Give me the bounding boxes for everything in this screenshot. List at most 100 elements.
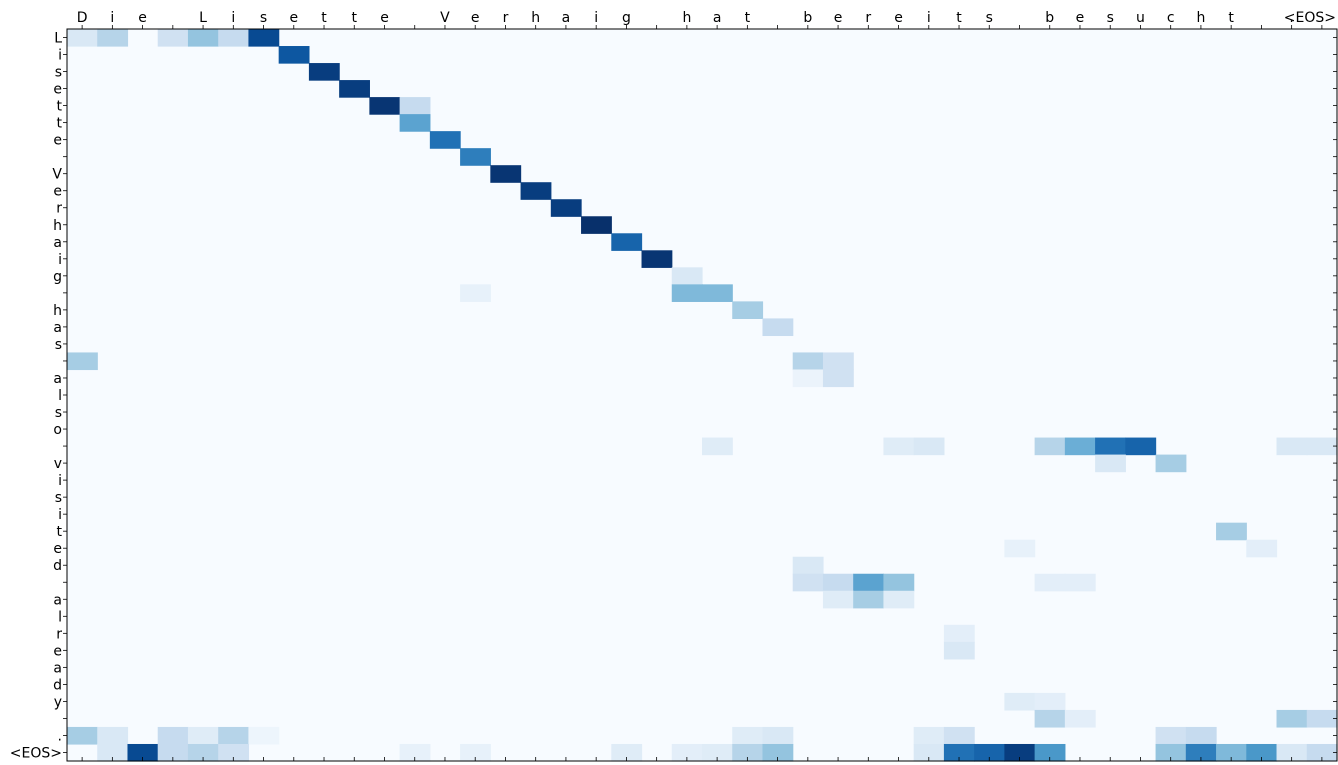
x-tick-label: t <box>1228 10 1234 26</box>
y-tick-label: a <box>53 371 62 387</box>
heatmap-cell <box>97 29 129 47</box>
y-tick-label: h <box>53 218 62 234</box>
heatmap-cell <box>187 29 219 47</box>
x-tick-label: e <box>471 10 480 26</box>
x-tick-label: i <box>927 10 931 26</box>
heatmap-cell <box>187 726 219 745</box>
heatmap-cell <box>792 352 824 371</box>
heatmap-cell <box>611 743 643 762</box>
y-tick-label: s <box>55 337 62 353</box>
y-tick-label: a <box>53 592 62 608</box>
x-tick-label: <EOS> <box>1284 10 1336 26</box>
heatmap-cell <box>67 352 98 371</box>
y-tick-label: i <box>58 252 62 268</box>
y-tick-label: V <box>52 167 62 183</box>
heatmap-cell <box>883 573 915 592</box>
x-tick-label: g <box>622 10 631 26</box>
y-tick-label: s <box>55 65 62 81</box>
heatmap-cell <box>702 437 733 456</box>
heatmap-cell <box>822 369 854 388</box>
heatmap-cell <box>732 743 764 762</box>
x-tick-label: D <box>77 10 88 26</box>
y-tick-label: y <box>54 694 62 710</box>
heatmap-cell <box>1246 539 1278 558</box>
x-tick-label: t <box>321 10 327 26</box>
x-tick-label: c <box>1167 10 1175 26</box>
heatmap-cell <box>1004 539 1036 558</box>
x-tick-label: e <box>1076 10 1085 26</box>
heatmap-cell <box>1034 743 1066 762</box>
y-tick-label: e <box>53 541 62 557</box>
x-tick-label: t <box>956 10 962 26</box>
heatmap-cell <box>1095 454 1126 473</box>
heatmap-cell <box>399 97 431 115</box>
x-tick-label: e <box>894 10 903 26</box>
heatmap-cell <box>1216 743 1247 762</box>
heatmap-cell <box>671 267 703 285</box>
heatmap-cell <box>822 590 854 609</box>
x-tick-label: e <box>834 10 843 26</box>
x-tick-label: a <box>713 10 722 26</box>
heatmap-cell <box>913 743 945 762</box>
heatmap-cell <box>157 726 189 745</box>
heatmap-cell <box>1095 437 1126 456</box>
y-tick-label: v <box>54 456 62 472</box>
heatmap-cell <box>1306 743 1338 762</box>
heatmap-cell <box>762 726 794 745</box>
heatmap-cell <box>792 556 824 575</box>
heatmap-cell <box>460 148 491 166</box>
y-tick-label: e <box>53 184 62 200</box>
x-tick-label: h <box>682 10 691 26</box>
heatmap-cell <box>1185 743 1217 762</box>
heatmap-cell <box>1276 743 1308 762</box>
heatmap-cell <box>339 80 370 98</box>
heatmap-cell <box>702 743 733 762</box>
heatmap-cell <box>1064 573 1096 592</box>
y-tick-label: a <box>53 660 62 676</box>
heatmap-cell <box>1306 709 1338 728</box>
heatmap-cell <box>974 743 1005 762</box>
heatmap-cell <box>218 29 250 47</box>
heatmap-cell <box>1185 726 1217 745</box>
y-tick-label: <EOS> <box>10 745 62 761</box>
heatmap-cell <box>308 63 340 81</box>
x-tick-label: V <box>440 10 450 26</box>
x-tick-label: t <box>352 10 358 26</box>
heatmap-cell <box>1034 709 1066 728</box>
y-tick-label: a <box>53 235 62 251</box>
heatmap-cell <box>1125 437 1157 456</box>
x-tick-label: s <box>260 10 267 26</box>
heatmap-cell <box>278 46 310 64</box>
heatmap-cell <box>1216 522 1247 541</box>
heatmap-cell <box>1064 709 1096 728</box>
x-tick-label: b <box>1045 10 1054 26</box>
heatmap-cell <box>883 590 915 609</box>
heatmap-cell <box>822 573 854 592</box>
heatmap-cell <box>943 743 975 762</box>
x-tick-label: . <box>1289 10 1293 26</box>
heatmap-cell <box>853 590 885 609</box>
x-tick-label: e <box>380 10 389 26</box>
plot-background <box>67 29 1337 761</box>
x-tick-label: r <box>865 10 871 26</box>
x-tick-label: t <box>745 10 751 26</box>
y-tick-label: r <box>56 201 62 217</box>
heatmap-cell <box>187 743 219 762</box>
heatmap-cell <box>248 726 280 745</box>
heatmap-cell <box>1246 743 1278 762</box>
heatmap-cell <box>1034 437 1066 456</box>
heatmap-cell <box>1004 743 1036 762</box>
heatmap-cell <box>460 743 491 762</box>
y-tick-label: l <box>58 388 62 404</box>
x-tick-label: s <box>1107 10 1114 26</box>
heatmap-cell <box>1064 437 1096 456</box>
y-tick-label: d <box>53 558 62 574</box>
heatmap-cell <box>67 29 98 47</box>
heatmap-cell <box>792 369 824 388</box>
x-tick-label: e <box>138 10 147 26</box>
heatmap-cell <box>762 743 794 762</box>
y-tick-label: h <box>53 303 62 319</box>
x-tick-label: b <box>803 10 812 26</box>
heatmap-cell <box>581 216 612 234</box>
y-tick-label: e <box>53 133 62 149</box>
